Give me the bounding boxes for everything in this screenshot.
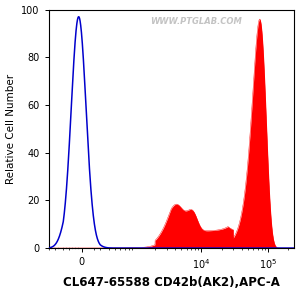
X-axis label: CL647-65588 CD42b(AK2),APC-A: CL647-65588 CD42b(AK2),APC-A [63,276,280,289]
Text: WWW.PTGLAB.COM: WWW.PTGLAB.COM [150,17,242,26]
Y-axis label: Relative Cell Number: Relative Cell Number [6,74,16,184]
